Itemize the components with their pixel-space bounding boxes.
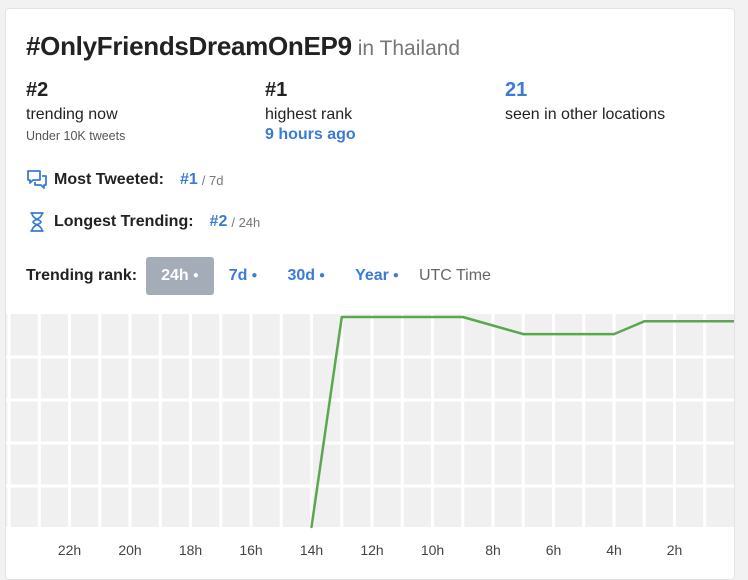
most-tweeted-row: Most Tweeted: #1 / 7d [26,169,223,191]
x-tick-label: 22h [58,542,81,558]
highest-rank-label: highest rank [265,106,356,124]
x-tick-label: 14h [300,542,323,558]
most-tweeted-label: Most Tweeted: [54,171,164,189]
trending-rank-chart: 22h 20h 18h 16h 14h 12h 10h 8h 6h 4h 2h [6,314,734,579]
longest-trending-value-link[interactable]: #2 [210,213,228,231]
stat-trending-now: #2 trending now Under 10K tweets [26,79,125,143]
x-tick-label: 16h [239,542,262,558]
other-locations-count-link[interactable]: 21 [505,79,665,102]
most-tweeted-value-link[interactable]: #1 [180,171,198,189]
x-tick-label: 2h [667,542,683,558]
x-tick-label: 10h [421,542,444,558]
longest-trending-period: / 24h [231,215,260,230]
rank-data-point [643,320,645,322]
x-tick-label: 6h [546,542,562,558]
longest-trending-row: Longest Trending: #2 / 24h [26,211,260,233]
trending-now-rank: #2 [26,79,125,102]
hourglass-icon [26,211,48,233]
trend-card: #OnlyFriendsDreamOnEP9 in Thailand #2 tre… [5,8,735,580]
x-tick-label: 12h [360,542,383,558]
chat-bubbles-icon [26,169,48,191]
x-tick-label: 8h [485,542,501,558]
rank-data-point [522,333,524,335]
tab-year[interactable]: Year● [340,257,414,295]
trending-now-label: trending now [26,106,125,124]
tweet-volume: Under 10K tweets [26,129,125,143]
timezone-label: UTC Time [419,267,491,285]
trending-rank-label: Trending rank: [26,267,137,285]
other-locations-label: seen in other locations [505,106,665,124]
rank-data-point [341,316,343,318]
highest-rank-value: #1 [265,79,356,102]
page-title: #OnlyFriendsDreamOnEP9 in Thailand [26,31,460,62]
x-tick-label: 18h [179,542,202,558]
tab-30d[interactable]: 30d● [272,257,340,295]
highest-rank-time-link[interactable]: 9 hours ago [265,126,356,144]
most-tweeted-period: / 7d [202,173,224,188]
stat-highest-rank: #1 highest rank 9 hours ago [265,79,356,144]
hashtag-title[interactable]: #OnlyFriendsDreamOnEP9 [26,31,352,61]
rank-data-point [613,333,615,335]
location-label: in Thailand [358,37,460,60]
rank-data-point [462,316,464,318]
rank-data-point [310,526,312,528]
longest-trending-label: Longest Trending: [54,213,194,231]
tab-7d[interactable]: 7d● [214,257,273,295]
tab-24h[interactable]: 24h● [146,257,214,295]
stat-other-locations: 21 seen in other locations [505,79,665,124]
x-tick-label: 20h [118,542,141,558]
x-tick-label: 4h [606,542,622,558]
trending-rank-controls: Trending rank: 24h● 7d● 30d● Year● UTC T… [26,257,491,295]
plot-background [6,314,734,527]
